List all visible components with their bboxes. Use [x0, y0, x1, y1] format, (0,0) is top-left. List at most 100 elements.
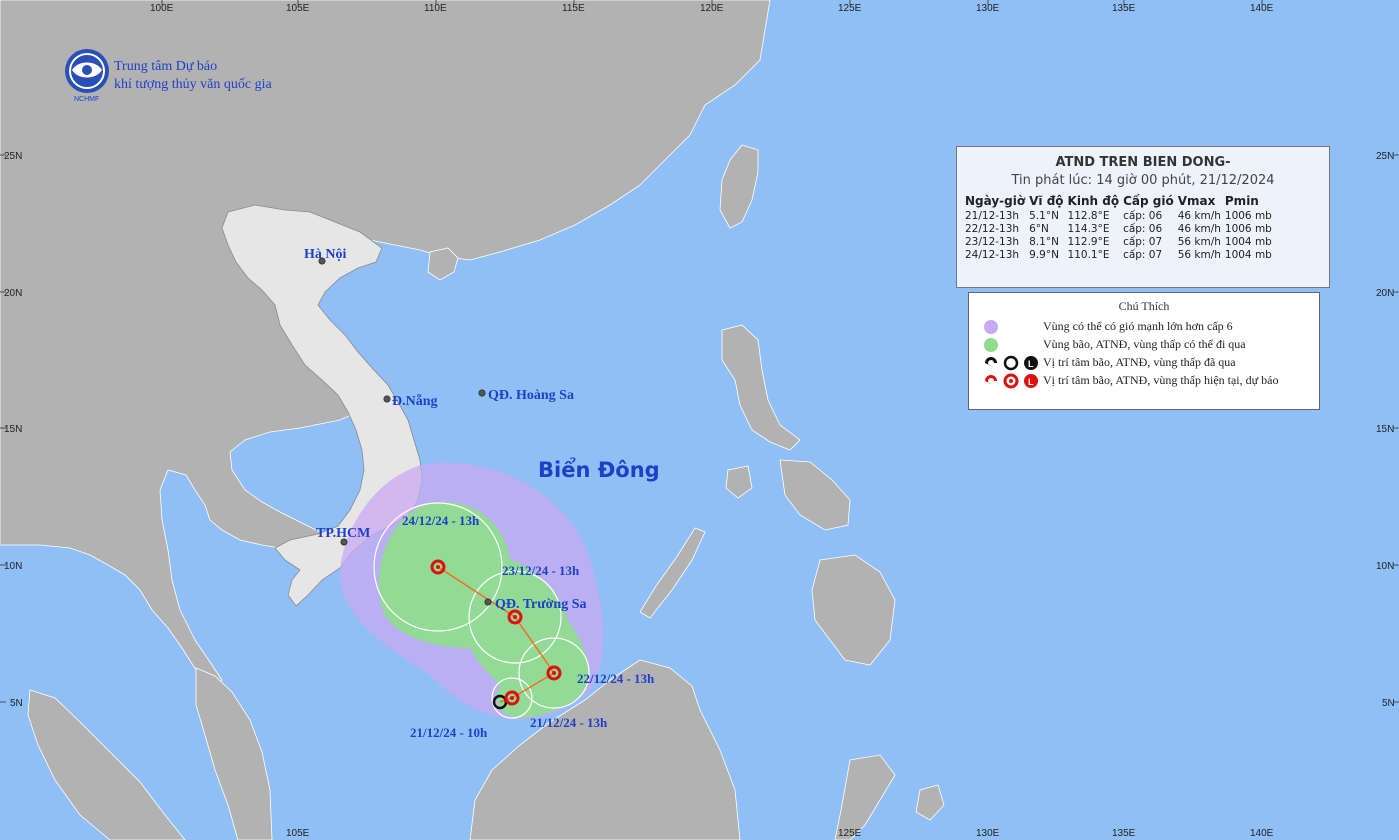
storm-table: Ngày-giờ Vĩ độ Kinh độ Cấp gió Vmax Pmin…	[965, 194, 1276, 262]
table-cell: 56 km/h	[1177, 249, 1221, 261]
legend-item-label: Vùng bão, ATNĐ, vùng thấp có thể đi qua	[1043, 337, 1246, 351]
legend-item-label: Vị trí tâm bão, ATNĐ, vùng thấp đã qua	[1043, 355, 1236, 369]
tick-label: 15N	[4, 424, 22, 435]
track-label-t0: 21/12/24 - 10h	[410, 725, 488, 740]
table-cell: 8.1°N	[1029, 236, 1059, 248]
table-cell: 23/12-13h	[965, 236, 1020, 248]
table-cell: 1004 mb	[1224, 249, 1272, 261]
tick-label: 20N	[1376, 288, 1394, 299]
organization-line2: khí tượng thủy văn quốc gia	[114, 77, 272, 92]
halmahera-island	[915, 784, 945, 821]
forecast-circles	[373, 502, 590, 719]
tick-label: 125E	[838, 828, 862, 839]
tick-label: 135E	[1112, 3, 1136, 14]
tick-label: 105E	[286, 3, 310, 14]
table-cell: 56 km/h	[1177, 236, 1221, 248]
table-cell: 112.9°E	[1067, 236, 1110, 248]
table-cell: cấp: 07	[1123, 236, 1163, 248]
table-row: 23/12-13h 8.1°N 112.9°E cấp: 07 56 km/h …	[965, 236, 1276, 249]
table-cell: cấp: 07	[1123, 249, 1163, 261]
track-label-t3: 23/12/24 - 13h	[502, 563, 580, 578]
lon-labels-top: 100E 105E 110E 115E 120E 125E 130E 135E …	[150, 3, 1274, 14]
legend-item-label: Vùng có thể có gió mạnh lớn hơn cấp 6	[1043, 319, 1233, 333]
nchmf-logo: NCHMF	[65, 49, 109, 103]
label-bien-dong: Biển Đông	[538, 457, 660, 482]
legend-item: Vùng bão, ATNĐ, vùng thấp có thể đi qua	[969, 336, 1319, 354]
forecast-marker-icon	[504, 690, 520, 706]
hainan-island	[427, 247, 459, 281]
tick-label: 120E	[700, 3, 724, 14]
green-zone-icon	[984, 338, 998, 352]
table-cell: 46 km/h	[1177, 210, 1221, 222]
malay-peninsula	[195, 667, 273, 840]
organization-name: Trung tâm Dự báo khí tượng thủy văn quốc…	[114, 58, 272, 94]
mindanao-island	[811, 554, 896, 666]
lat-labels-left: 25N 20N 15N 10N 5N	[4, 151, 23, 709]
svg-text:L: L	[1028, 377, 1034, 387]
tick-label: 125E	[838, 3, 862, 14]
label-hanoi: Hà Nội	[304, 247, 347, 262]
lon-labels-bottom: 105E 125E 130E 135E 140E	[286, 828, 1274, 839]
legend-title: Chú Thích	[1118, 299, 1170, 313]
info-title: ATND TREN BIEN DONG-	[1055, 155, 1231, 170]
header-datetime: Ngày-giờ	[965, 194, 1026, 208]
table-cell: 1004 mb	[1224, 236, 1272, 248]
forecast-position-markers	[430, 559, 562, 706]
track-label-t2: 22/12/24 - 13h	[577, 671, 655, 686]
label-truong-sa: QĐ. Trường Sa	[495, 597, 587, 612]
tick-label: 25N	[4, 151, 22, 162]
tick-label: 140E	[1250, 828, 1274, 839]
table-cell: cấp: 06	[1123, 210, 1163, 222]
table-cell: 1006 mb	[1224, 210, 1272, 222]
tick-label: 135E	[1112, 828, 1136, 839]
tick-label: 110E	[424, 3, 447, 14]
tick-label: 100E	[150, 3, 174, 14]
label-hoang-sa: QĐ. Hoàng Sa	[488, 388, 574, 403]
taiwan-island	[719, 144, 759, 229]
table-cell: 112.8°E	[1067, 210, 1110, 222]
table-row: 24/12-13h 9.9°N 110.1°E cấp: 07 56 km/h …	[965, 249, 1276, 262]
tick-label: 130E	[976, 3, 1000, 14]
table-cell: 110.1°E	[1067, 249, 1110, 261]
header-lon: Kinh độ	[1067, 194, 1120, 208]
tick-label: 115E	[562, 3, 585, 14]
header-wind-level: Cấp gió	[1123, 194, 1174, 208]
mindoro-island	[725, 465, 753, 499]
tick-label: 20N	[4, 288, 22, 299]
table-cell: cấp: 06	[1123, 223, 1163, 235]
tick-label: 10N	[4, 561, 22, 572]
table-cell: 6°N	[1029, 223, 1049, 235]
forecast-marker-icon	[507, 609, 523, 625]
tick-label: 5N	[1382, 698, 1395, 709]
table-cell: 21/12-13h	[965, 210, 1020, 222]
table-cell: 22/12-13h	[965, 223, 1020, 235]
legend-box: Chú Thích Vùng có thể có gió mạnh lớn hơ…	[968, 292, 1320, 410]
purple-zone-icon	[984, 320, 998, 334]
table-row: 21/12-13h 5.1°N 112.8°E cấp: 06 46 km/h …	[965, 210, 1276, 223]
table-row: 22/12-13h 6°N 114.3°E cấp: 06 46 km/h 10…	[965, 223, 1276, 236]
graticule	[0, 0, 1399, 703]
table-cell: 24/12-13h	[965, 249, 1020, 261]
visayas-islands	[779, 459, 851, 531]
place-dots	[318, 257, 492, 606]
storm-info-box: ATND TREN BIEN DONG- Tin phát lúc: 14 gi…	[956, 146, 1330, 288]
current-forecast-symbols-icon: L	[985, 373, 1038, 389]
tick-label: 15N	[1376, 424, 1394, 435]
legend-item: L Vị trí tâm bão, ATNĐ, vùng thấp hiện t…	[969, 372, 1319, 390]
lat-labels-right: 25N 20N 15N 10N 5N	[1376, 151, 1395, 709]
table-header-row: Ngày-giờ Vĩ độ Kinh độ Cấp gió Vmax Pmin	[965, 194, 1276, 210]
tick-label: 105E	[286, 828, 310, 839]
table-cell: 114.3°E	[1067, 223, 1110, 235]
label-danang: Đ.Nẵng	[392, 393, 438, 409]
forecast-marker-icon	[430, 559, 446, 575]
borneo-island	[469, 659, 741, 840]
tick-label: 25N	[1376, 151, 1394, 162]
track-label-t1: 21/12/24 - 13h	[530, 715, 608, 730]
sumatra-island	[27, 689, 186, 840]
tick-label: 130E	[976, 828, 1000, 839]
header-pmin: Pmin	[1224, 194, 1259, 208]
legend-item: Vùng có thể có gió mạnh lớn hơn cấp 6	[969, 318, 1319, 336]
info-subtitle: Tin phát lúc: 14 giờ 00 phút, 21/12/2024	[1011, 173, 1275, 188]
logo-caption: NCHMF	[74, 96, 99, 103]
